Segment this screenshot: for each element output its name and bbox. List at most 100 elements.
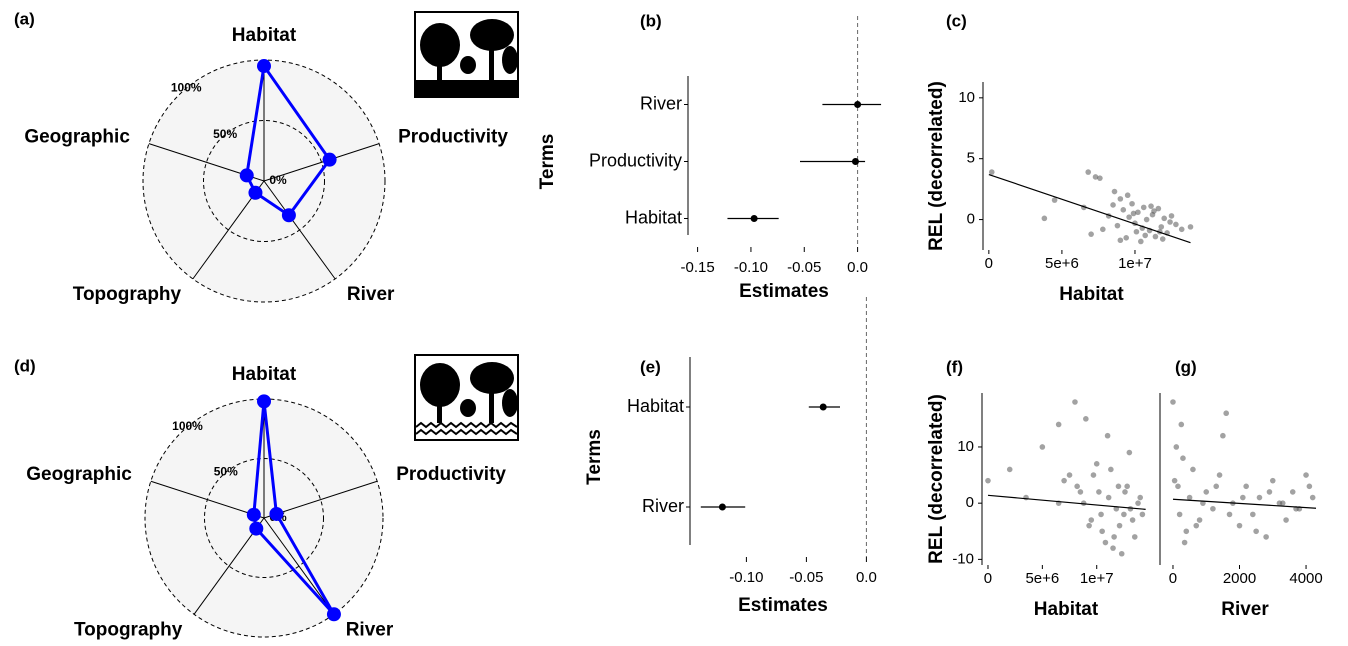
x-tick-label: 2000 bbox=[1223, 570, 1256, 587]
scatter-point bbox=[1122, 489, 1128, 495]
radar-point bbox=[257, 59, 271, 73]
panel-label: (e) bbox=[640, 357, 661, 376]
scatter-point bbox=[989, 169, 995, 175]
scatter-point bbox=[1040, 444, 1046, 450]
scatter-point bbox=[1118, 196, 1124, 202]
y-tick-label: -10 bbox=[952, 550, 974, 567]
scatter-point bbox=[1141, 205, 1147, 211]
y-tick-label: River bbox=[640, 93, 682, 113]
scatter-point bbox=[1227, 512, 1233, 518]
y-tick-label: 10 bbox=[958, 89, 975, 106]
scatter-point bbox=[1123, 235, 1129, 241]
scatter-point bbox=[1223, 410, 1229, 416]
scatter-point bbox=[1088, 517, 1094, 523]
scatter-point bbox=[1130, 517, 1136, 523]
radar-tick-label: 100% bbox=[171, 80, 202, 94]
radar-point bbox=[240, 168, 254, 182]
scatter-point bbox=[1128, 506, 1134, 512]
x-tick-label: 0.0 bbox=[847, 259, 868, 276]
scatter-point bbox=[1106, 495, 1112, 501]
scatter-point bbox=[1179, 227, 1185, 233]
x-tick-label: 4000 bbox=[1289, 570, 1322, 587]
scatter-point bbox=[1119, 551, 1125, 557]
scatter-point bbox=[1023, 495, 1029, 501]
scatter-point bbox=[1118, 237, 1124, 243]
panel-label: (g) bbox=[1175, 357, 1197, 376]
scatter-point bbox=[1085, 169, 1091, 175]
scatter-point bbox=[1052, 197, 1058, 203]
radar-point bbox=[257, 394, 271, 408]
scatter-point bbox=[1074, 484, 1080, 490]
scatter-point bbox=[1110, 202, 1116, 208]
scatter-point bbox=[1213, 484, 1219, 490]
scatter-point bbox=[1253, 528, 1259, 534]
estimate-point bbox=[854, 101, 861, 108]
scatter-point bbox=[1167, 219, 1173, 225]
x-tick-label: 1e+7 bbox=[1118, 255, 1152, 272]
scatter-point bbox=[1137, 495, 1143, 501]
x-axis-label: River bbox=[1221, 599, 1269, 620]
scatter-point bbox=[1182, 540, 1188, 546]
radar-point bbox=[323, 153, 337, 167]
scatter-point bbox=[1007, 467, 1013, 473]
scatter-point bbox=[1112, 189, 1118, 195]
estimate-point bbox=[719, 504, 726, 511]
radar-point bbox=[269, 507, 283, 521]
figure: (a)0%50%100%HabitatProductivityRiverTopo… bbox=[0, 0, 1348, 646]
estimate-point bbox=[820, 404, 827, 411]
x-tick-label: 0 bbox=[984, 570, 992, 587]
scatter-point bbox=[1121, 512, 1127, 518]
x-tick-label: -0.10 bbox=[734, 259, 768, 276]
estimate-point bbox=[751, 215, 758, 222]
scatter-point bbox=[1129, 201, 1135, 207]
scatter-point bbox=[1187, 495, 1193, 501]
x-tick-label: 5e+6 bbox=[1025, 570, 1059, 587]
scatter-point bbox=[1056, 422, 1062, 428]
scatter-point bbox=[1188, 224, 1194, 230]
scatter-point bbox=[1116, 484, 1122, 490]
y-tick-label: Habitat bbox=[625, 207, 682, 227]
scatter-point bbox=[1142, 233, 1148, 239]
scatter-point bbox=[1283, 517, 1289, 523]
scatter-point bbox=[1197, 517, 1203, 523]
scatter-point bbox=[1144, 217, 1150, 223]
scatter-point bbox=[1078, 489, 1084, 495]
forest-icon bbox=[415, 12, 518, 97]
y-tick-label: 5 bbox=[967, 150, 975, 167]
y-tick-label: 10 bbox=[957, 438, 974, 455]
forest-river-icon bbox=[415, 355, 518, 440]
scatter-point bbox=[1153, 234, 1159, 240]
scatter-point bbox=[1243, 484, 1249, 490]
scatter-point bbox=[1190, 467, 1196, 473]
scatter-point bbox=[1098, 512, 1104, 518]
scatter-point bbox=[1111, 534, 1117, 540]
scatter-point bbox=[1126, 214, 1132, 220]
scatter-point bbox=[1115, 223, 1121, 229]
scatter-point bbox=[1099, 528, 1105, 534]
y-tick-label: 0 bbox=[966, 494, 974, 511]
panel-label: (b) bbox=[640, 11, 662, 30]
radar-axis-label: Topography bbox=[73, 284, 182, 305]
x-tick-label: -0.05 bbox=[787, 259, 821, 276]
panel-label: (d) bbox=[14, 356, 36, 375]
radar-axis-label: Geographic bbox=[26, 464, 132, 485]
radar-point bbox=[327, 607, 341, 621]
scatter-point bbox=[1132, 534, 1138, 540]
y-axis-label: REL (decorrelated) bbox=[926, 81, 947, 251]
radar-axis-label: River bbox=[346, 619, 394, 640]
scatter-point bbox=[1088, 231, 1094, 237]
scatter-point bbox=[1061, 478, 1067, 484]
scatter-point bbox=[1270, 478, 1276, 484]
scatter-point bbox=[1267, 489, 1273, 495]
scatter-point bbox=[1160, 236, 1166, 242]
x-tick-label: 0 bbox=[985, 255, 993, 272]
scatter-point bbox=[1117, 523, 1123, 529]
scatter-point bbox=[1134, 229, 1140, 235]
x-axis-label: Habitat bbox=[1034, 599, 1099, 620]
scatter-point bbox=[1250, 512, 1256, 518]
panel-label: (a) bbox=[14, 9, 35, 28]
scatter-point bbox=[1135, 500, 1141, 506]
scatter-point bbox=[1280, 500, 1286, 506]
panel-label: (f) bbox=[946, 357, 963, 376]
radar-axis-label: Habitat bbox=[232, 364, 297, 385]
